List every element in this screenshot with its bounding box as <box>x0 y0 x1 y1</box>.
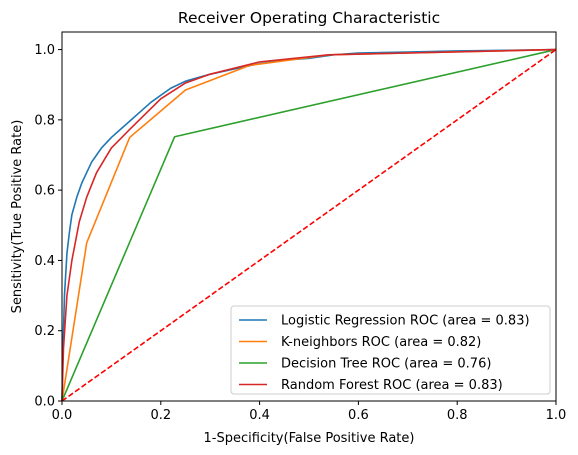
y-tick-label: 0.4 <box>34 254 55 269</box>
x-axis-label: 1-Specificity(False Positive Rate) <box>204 431 415 446</box>
legend-label: Random Forest ROC (area = 0.83) <box>281 378 503 393</box>
x-tick-label: 0.0 <box>52 408 73 423</box>
legend-label: Logistic Regression ROC (area = 0.83) <box>281 314 530 329</box>
legend-label: K-neighbors ROC (area = 0.82) <box>281 335 481 350</box>
plot-frame <box>61 31 557 402</box>
y-axis-label: Sensitivity(True Positive Rate) <box>10 120 25 314</box>
legend-box <box>230 305 551 395</box>
y-tick-label: 0.0 <box>34 395 55 410</box>
series-line-3 <box>61 48 557 402</box>
y-tick-label: 0.2 <box>34 324 55 339</box>
diagonal-reference-line <box>61 48 557 402</box>
y-tick-label: 0.6 <box>34 184 55 199</box>
x-tick-label: 1.0 <box>546 408 567 423</box>
x-tick-label: 0.6 <box>348 408 369 423</box>
series-line-2 <box>61 48 557 402</box>
y-axis-ticks: 0.0 0.2 0.4 0.6 0.8 1.0 <box>34 43 62 410</box>
chart-title: Receiver Operating Characteristic <box>178 9 440 27</box>
x-axis-ticks: 0.0 0.2 0.4 0.6 0.8 1.0 <box>52 401 567 423</box>
x-tick-label: 0.2 <box>150 408 171 423</box>
x-tick-label: 0.4 <box>249 408 270 423</box>
y-tick-label: 0.8 <box>34 113 55 128</box>
y-tick-label: 1.0 <box>34 43 55 58</box>
legend-label: Decision Tree ROC (area = 0.76) <box>281 357 491 372</box>
legend-entries: Logistic Regression ROC (area = 0.83) K-n… <box>239 314 530 393</box>
x-tick-label: 0.8 <box>447 408 468 423</box>
legend: Logistic Regression ROC (area = 0.83) K-n… <box>230 305 551 395</box>
plot-lines <box>61 48 557 402</box>
